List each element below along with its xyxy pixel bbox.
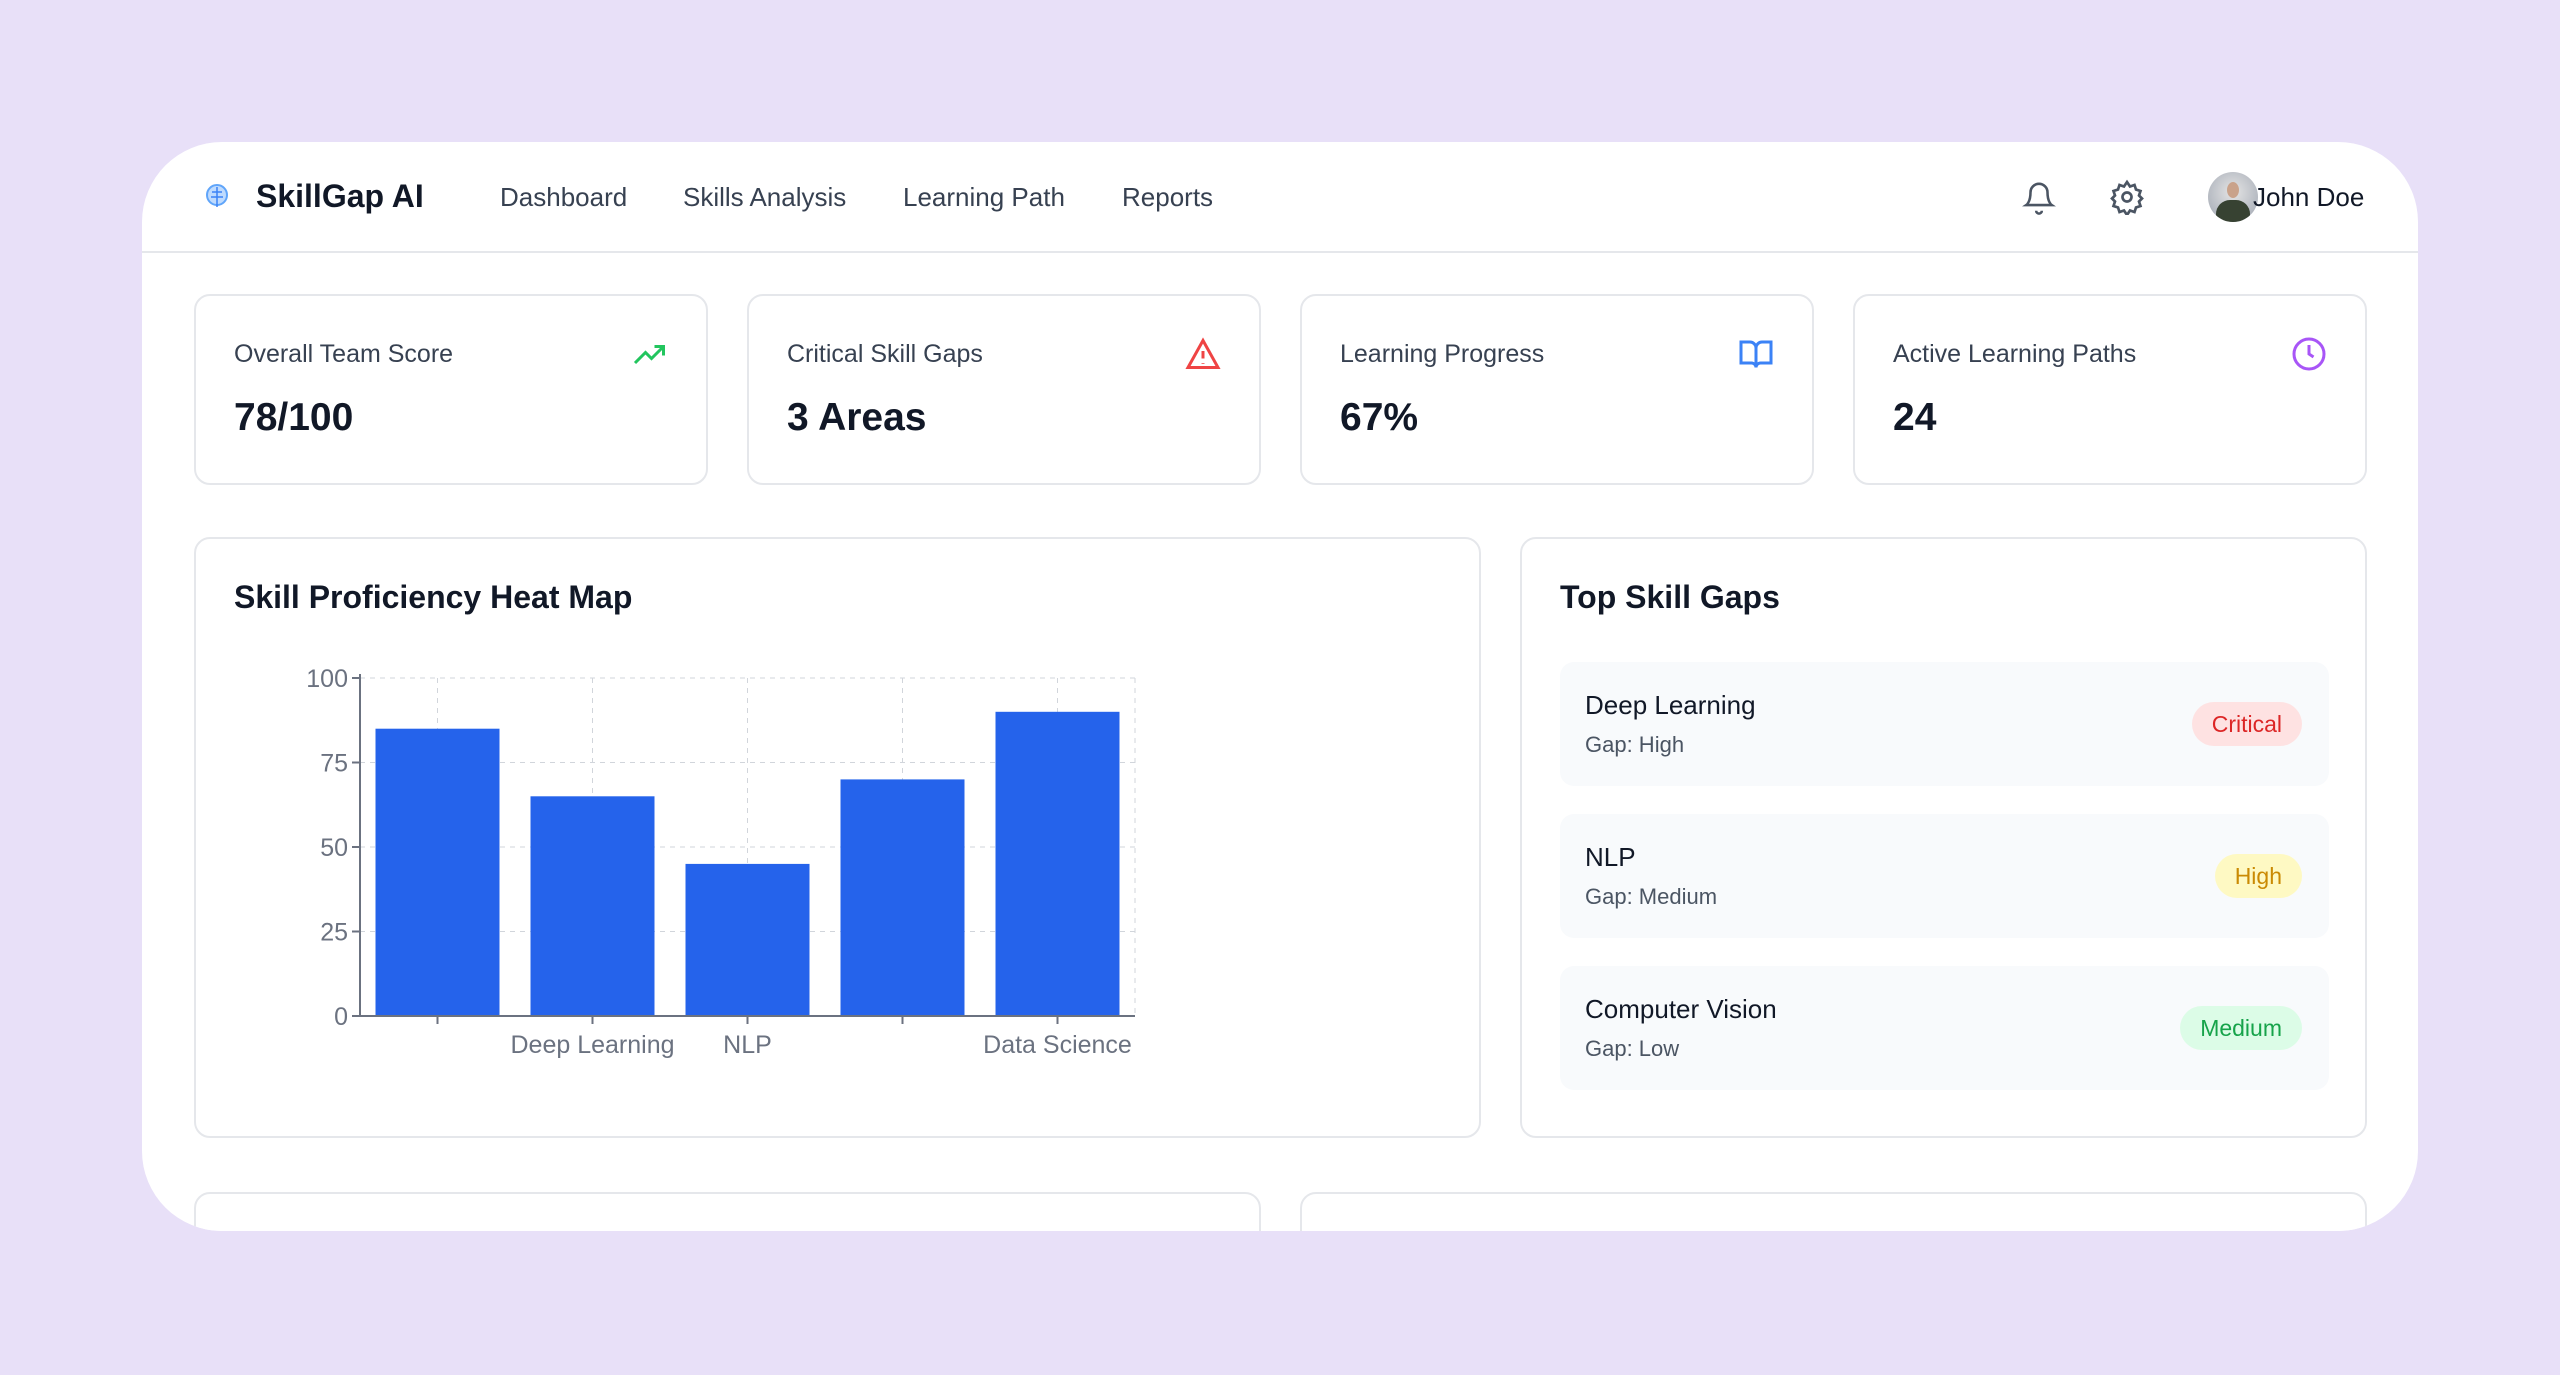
stat-title: Active Learning Paths (1893, 340, 2137, 368)
nav-learning-path[interactable]: Learning Path (903, 182, 1065, 212)
book-open-icon (1739, 340, 1773, 368)
gap-level: Gap: High (1585, 732, 1685, 757)
x-tick-label: Data Science (983, 1031, 1132, 1059)
y-tick-label: 0 (334, 1003, 348, 1031)
gap-level: Gap: Medium (1585, 884, 1718, 909)
y-tick-label: 100 (306, 665, 348, 693)
stat-card-active-paths: Active Learning Paths 24 (1853, 294, 2367, 485)
stat-card-critical-gaps: Critical Skill Gaps 3 Areas (747, 294, 1261, 485)
bar (995, 711, 1120, 1016)
y-tick-label: 50 (320, 834, 348, 862)
brand-name: SkillGap AI (256, 178, 424, 214)
heatmap-title: Skill Proficiency Heat Map (234, 579, 633, 615)
severity-badge: Critical (2191, 702, 2302, 746)
stat-card-team-score: Overall Team Score 78/100 (194, 294, 708, 485)
bar (375, 728, 500, 1016)
alert-triangle-icon (1185, 337, 1221, 369)
gap-item[interactable]: Deep Learning Gap: High Critical (1560, 662, 2329, 786)
stat-value: 3 Areas (787, 396, 927, 439)
stat-value: 67% (1340, 396, 1419, 439)
gap-level: Gap: Low (1585, 1036, 1680, 1061)
nav-skills-analysis[interactable]: Skills Analysis (683, 182, 847, 212)
nav-reports[interactable]: Reports (1122, 182, 1214, 212)
gap-skill-name: NLP (1585, 842, 1636, 872)
stat-value: 24 (1893, 396, 1937, 439)
bottom-card-right (1300, 1192, 2367, 1231)
top-nav: SkillGap AI Dashboard Skills Analysis Le… (142, 142, 2418, 253)
x-tick-label: NLP (723, 1031, 772, 1059)
brain-logo-icon (206, 184, 228, 207)
severity-badge: Medium (2180, 1006, 2302, 1050)
avatar[interactable] (2208, 172, 2258, 222)
bar (530, 796, 655, 1016)
bell-icon[interactable] (2022, 180, 2056, 216)
stat-title: Overall Team Score (234, 340, 454, 368)
gap-item[interactable]: Computer Vision Gap: Low Medium (1560, 966, 2329, 1090)
top-skill-gaps-card: Top Skill Gaps Deep Learning Gap: High C… (1520, 537, 2367, 1138)
app-window: SkillGap AI Dashboard Skills Analysis Le… (142, 142, 2418, 1231)
stat-title: Learning Progress (1340, 340, 1545, 368)
severity-badge: High (2214, 854, 2302, 898)
stat-title: Critical Skill Gaps (787, 340, 983, 368)
clock-icon (2292, 337, 2326, 371)
gear-icon[interactable] (2109, 179, 2145, 215)
stat-value: 78/100 (234, 396, 354, 439)
trending-up-icon (633, 345, 665, 365)
gap-skill-name: Computer Vision (1585, 994, 1777, 1024)
bar (840, 779, 965, 1016)
bar (685, 863, 810, 1016)
x-tick-label: Deep Learning (510, 1031, 674, 1059)
gap-item[interactable]: NLP Gap: Medium High (1560, 814, 2329, 938)
y-tick-label: 25 (320, 919, 348, 947)
heatmap-card: Skill Proficiency Heat Map 0 25 50 75 100 Dee… (194, 537, 1481, 1138)
nav-dashboard[interactable]: Dashboard (500, 182, 628, 212)
gaps-title: Top Skill Gaps (1560, 579, 1780, 615)
gap-skill-name: Deep Learning (1585, 690, 1756, 720)
user-name[interactable]: John Doe (2253, 182, 2365, 212)
y-tick-label: 75 (320, 750, 348, 778)
bottom-card-left (194, 1192, 1261, 1231)
stat-card-learning-progress: Learning Progress 67% (1300, 294, 1814, 485)
